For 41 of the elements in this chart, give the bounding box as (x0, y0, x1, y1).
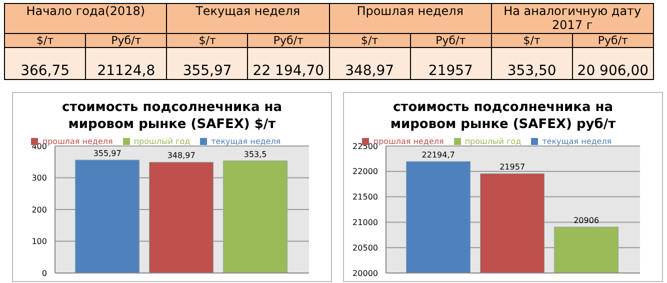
data-label: 355,97 (93, 148, 122, 158)
text: Руб/т (248, 34, 329, 48)
y-tick-label: 300 (32, 174, 47, 183)
data-label: 21957 (500, 162, 526, 172)
y-tick-label: 0 (42, 268, 47, 278)
data-label: 348,97 (167, 151, 196, 160)
text: 355,97 (166, 48, 248, 80)
y-tick-label: 200 (32, 205, 47, 214)
text: $/т (4, 34, 86, 48)
text: $/т (491, 34, 572, 48)
text: 21957 (410, 48, 492, 80)
chart-title: стоимость подсолнечника на мировом рынке (SAFEX) руб/т (389, 99, 617, 133)
category-label: Начало года(2018) (4, 4, 167, 34)
category-label: На аналогичную дату 2017 г (491, 4, 654, 34)
y-tick-label: 100 (32, 237, 47, 246)
text: Руб/т (410, 34, 492, 48)
y-tick-label: 20000 (352, 268, 378, 278)
text: $/т (329, 34, 410, 48)
y-tick-label: 21500 (352, 192, 378, 202)
y-tick-label: 22000 (352, 167, 378, 176)
y-tick-label: 21000 (352, 218, 378, 228)
legend-label: прошлый год (464, 137, 522, 146)
text: 353,50 (491, 48, 572, 80)
category-label: Текущая неделя (166, 4, 329, 34)
text: 22 194,70 (248, 48, 329, 80)
legend-label: прошлый год (134, 137, 190, 146)
data-label: 22194,7 (422, 150, 455, 160)
text: 20 906,00 (572, 48, 654, 80)
data-label: 20906 (574, 216, 600, 225)
data-label: 353,5 (244, 150, 267, 159)
y-tick-label: 20500 (352, 243, 378, 252)
text: $/т (166, 34, 248, 48)
chart-title: стоимость подсолнечника на мировом рынке (SAFEX) $/т (60, 99, 284, 133)
text: 21124,8 (86, 48, 167, 80)
text: Руб/т (86, 34, 167, 48)
text: 348,97 (329, 48, 410, 80)
legend-label: текущая неделя (211, 137, 281, 146)
category-label: Прошлая неделя (329, 4, 492, 34)
text: 366,75 (4, 48, 86, 80)
text: Руб/т (572, 34, 654, 48)
legend-label: текущая неделя (542, 137, 612, 146)
